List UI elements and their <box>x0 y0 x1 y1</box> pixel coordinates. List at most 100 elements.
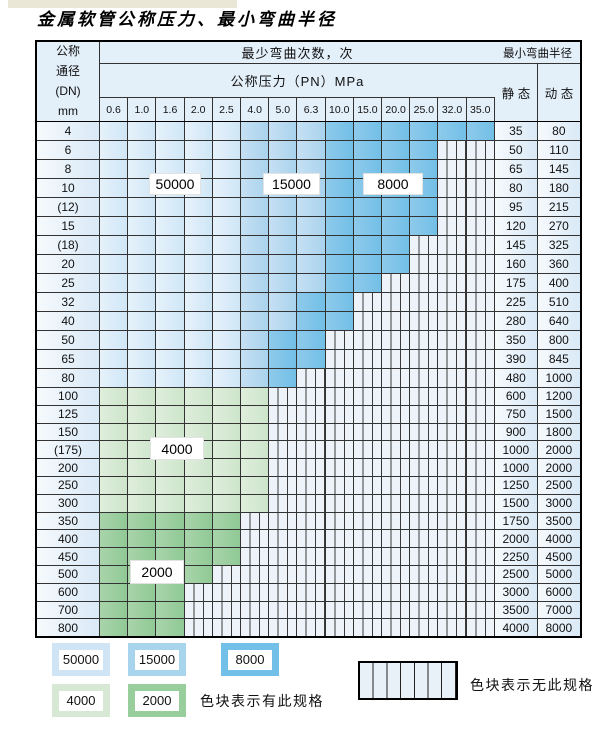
pressure-cell <box>184 312 213 330</box>
pressure-cell <box>438 331 467 349</box>
pressure-cell <box>438 198 467 216</box>
pressure-cell <box>100 388 129 405</box>
pressure-cell <box>325 601 354 619</box>
pressure-cell <box>184 494 213 512</box>
pressure-cell <box>297 459 326 476</box>
pressure-cell <box>466 141 495 159</box>
pressure-cell <box>325 388 354 405</box>
table-row: 200 1000 2000 <box>37 459 580 477</box>
pressure-cell <box>184 255 213 273</box>
pressure-cell <box>212 198 242 216</box>
legend-swatch-50000: 50000 <box>52 643 110 676</box>
pressure-cell <box>241 236 270 254</box>
pressure-cell <box>438 350 467 368</box>
pressure-cell <box>466 217 495 235</box>
pressure-cell <box>382 405 411 423</box>
pressure-cell <box>184 583 213 601</box>
dn-cell: (12) <box>37 198 100 216</box>
pressure-cell <box>100 494 129 512</box>
pressure-cell <box>325 548 354 565</box>
dynamic-cell: 5000 <box>537 565 580 583</box>
dn-cell: 125 <box>37 405 100 423</box>
pressure-cell <box>382 388 411 405</box>
pressure-cell <box>128 198 157 216</box>
pressure-cell <box>156 530 185 548</box>
pressure-cell <box>297 236 326 254</box>
dynamic-cell: 1800 <box>537 423 580 441</box>
pressure-cell <box>241 512 270 530</box>
pressure-cell <box>128 583 157 601</box>
pressure-cell <box>466 565 495 583</box>
pressure-cell <box>382 122 411 140</box>
pressure-cell <box>410 331 439 349</box>
table-row: 800 4000 8000 <box>37 619 580 637</box>
pressure-cell <box>438 565 467 583</box>
pressure-cell <box>382 217 411 235</box>
pressure-cell <box>353 583 383 601</box>
static-cell: 65 <box>494 160 538 178</box>
pressure-cell <box>297 141 326 159</box>
pressure-cell <box>184 512 213 530</box>
zone-label-4000: 4000 <box>151 438 203 459</box>
pressure-cell <box>212 217 242 235</box>
legend-no-spec-text: 色块表示无此规格 <box>470 677 594 693</box>
pressure-cell <box>156 331 185 349</box>
pressure-cell <box>156 476 185 494</box>
pressure-cell <box>156 350 185 368</box>
pressure-cell <box>325 565 354 583</box>
pressure-cell <box>100 198 129 216</box>
pressure-cell <box>325 619 354 637</box>
pressure-cell <box>438 122 467 140</box>
pressure-cell <box>438 217 467 235</box>
pressure-cell <box>353 236 383 254</box>
pressure-cell <box>410 122 439 140</box>
dn-header-line: mm <box>58 103 78 118</box>
pressure-cell <box>438 512 467 530</box>
pressure-cell <box>382 331 411 349</box>
pressure-cell <box>382 459 411 476</box>
dn-cell: (175) <box>37 441 100 459</box>
pressure-cell <box>212 565 242 583</box>
pressure-cell <box>297 160 326 178</box>
table-row: 4 35 80 <box>37 122 580 141</box>
pressure-cell <box>128 160 157 178</box>
pressure-cell <box>353 350 383 368</box>
pressure-cell <box>353 548 383 565</box>
pressure-cell <box>156 388 185 405</box>
dn-cell: 450 <box>37 548 100 565</box>
static-cell: 35 <box>494 122 538 140</box>
pressure-cell <box>212 141 242 159</box>
pressure-cell <box>410 274 439 292</box>
table-row: 500 2500 5000 <box>37 565 580 584</box>
pressure-cell <box>156 312 185 330</box>
table-row: 65 390 845 <box>37 350 580 369</box>
pressure-cell <box>156 141 185 159</box>
pressure-cell <box>241 331 270 349</box>
pressure-cell <box>128 423 157 441</box>
table-row: 150 900 1800 <box>37 423 580 442</box>
pressure-cell <box>269 565 298 583</box>
pressure-cell <box>128 331 157 349</box>
pressure-cell <box>297 476 326 494</box>
dn-cell: (18) <box>37 236 100 254</box>
dn-cell: 250 <box>37 476 100 494</box>
static-cell: 900 <box>494 423 538 441</box>
pressure-cell <box>184 548 213 565</box>
pressure-cell <box>128 494 157 512</box>
pressure-cell <box>212 236 242 254</box>
pressure-cell <box>128 293 157 311</box>
pressure-cell <box>297 122 326 140</box>
pressure-cell <box>241 530 270 548</box>
dynamic-cell: 7000 <box>537 601 580 619</box>
pressure-cell <box>353 160 383 178</box>
pressure-cell <box>325 236 354 254</box>
pressure-cell <box>353 405 383 423</box>
pressure-cell <box>156 512 185 530</box>
pressure-cell <box>100 548 129 565</box>
pressure-cell <box>353 122 383 140</box>
pressure-cell <box>128 122 157 140</box>
table-row: 50 350 800 <box>37 331 580 350</box>
pressure-cell <box>212 405 242 423</box>
pressure-cell <box>156 122 185 140</box>
